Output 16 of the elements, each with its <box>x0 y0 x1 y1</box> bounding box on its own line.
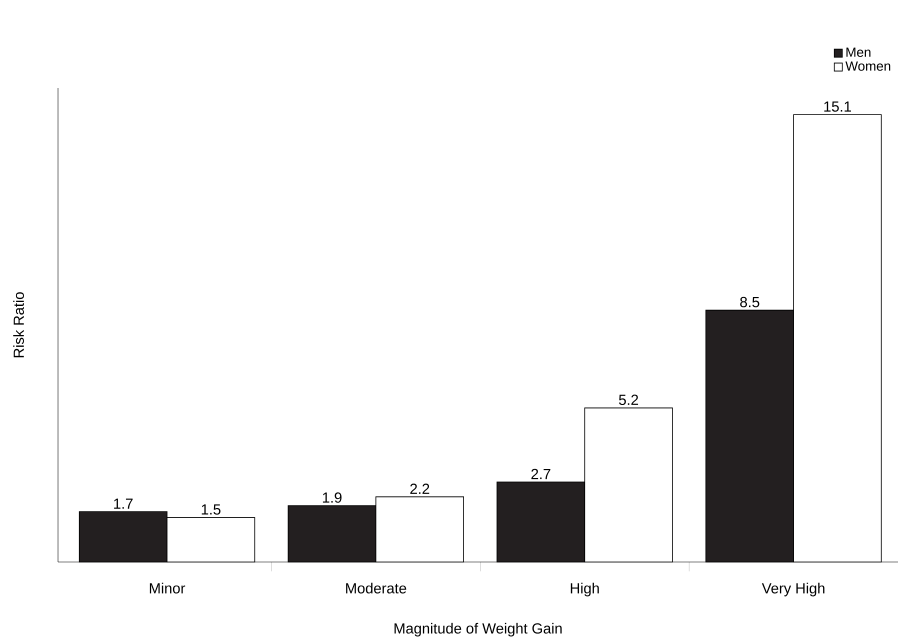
x-tick-label: Very High <box>762 582 824 596</box>
data-label: 1.7 <box>114 498 133 509</box>
x-tick-label: Minor <box>150 582 186 594</box>
data-label: 1.5 <box>202 504 220 515</box>
y-axis-title: Risk Ratio <box>13 292 24 358</box>
x-tick-label: Moderate <box>346 582 406 594</box>
data-label: 15.1 <box>824 102 851 112</box>
data-label: 8.5 <box>740 296 760 308</box>
x-tick-label: High <box>570 582 599 596</box>
data-label: 2.7 <box>531 468 550 480</box>
data-label: 2.2 <box>410 484 430 494</box>
legend-label: Men <box>846 48 870 57</box>
x-axis-title: Magnitude of Weight Gain <box>394 622 562 637</box>
legend-label: Women <box>845 61 890 71</box>
data-label: 5.2 <box>618 394 638 406</box>
data-label: 1.9 <box>322 492 342 503</box>
